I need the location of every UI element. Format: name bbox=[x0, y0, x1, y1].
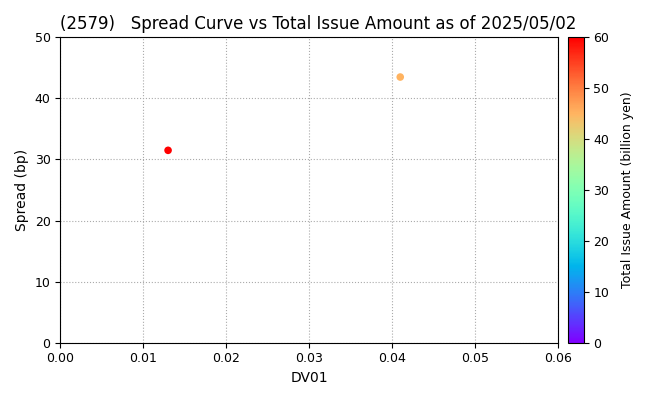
Point bbox=[163, 147, 174, 154]
Y-axis label: Total Issue Amount (billion yen): Total Issue Amount (billion yen) bbox=[621, 92, 634, 288]
Y-axis label: Spread (bp): Spread (bp) bbox=[15, 149, 29, 231]
Text: (2579)   Spread Curve vs Total Issue Amount as of 2025/05/02: (2579) Spread Curve vs Total Issue Amoun… bbox=[60, 15, 577, 33]
X-axis label: DV01: DV01 bbox=[290, 371, 328, 385]
Point bbox=[395, 74, 406, 80]
